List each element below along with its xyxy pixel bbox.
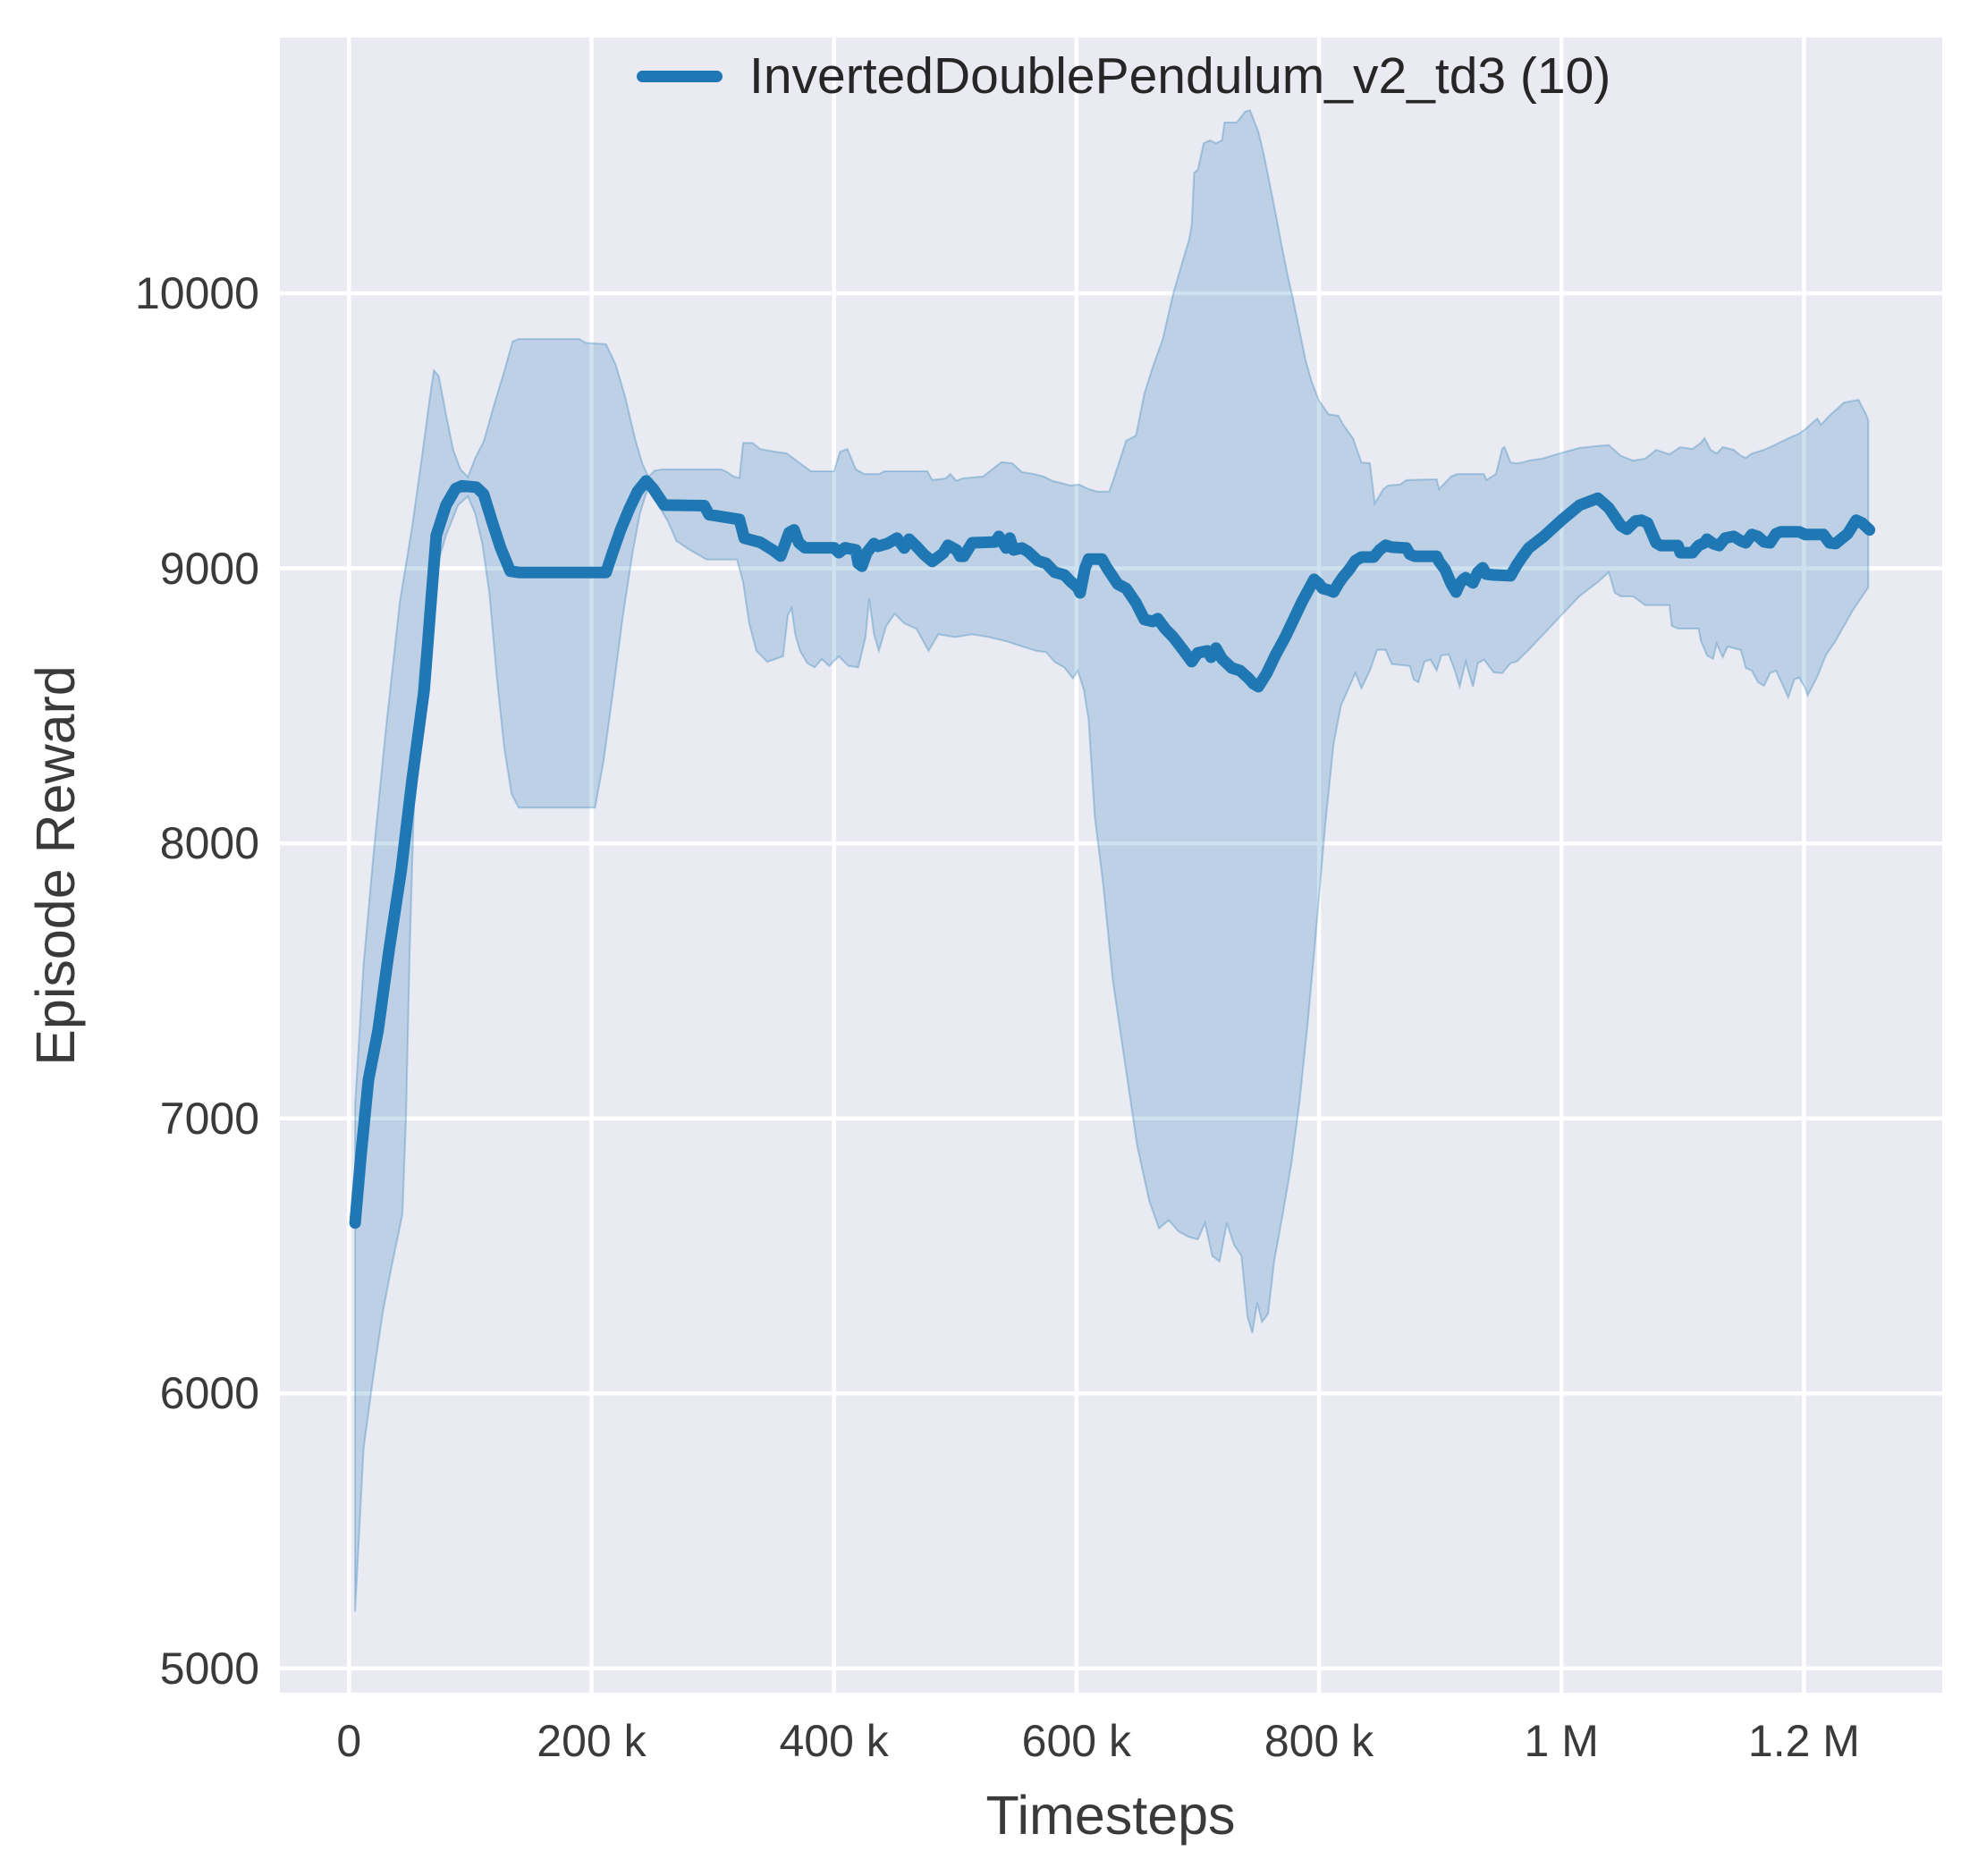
confidence-band [354,108,1870,1612]
y-axis-label: Episode Reward [25,665,86,1066]
y-tick-label: 10000 [134,268,259,319]
x-tick-label: 0 [336,1716,362,1766]
y-tick-label: 6000 [159,1368,259,1419]
x-tick-label: 1.2 M [1747,1716,1860,1766]
y-tick-label: 7000 [159,1093,259,1144]
legend: InvertedDoublePendulum_v2_td3 (10) [637,46,1610,106]
y-tick-label: 8000 [159,818,259,869]
y-tick-label: 5000 [159,1643,259,1694]
legend-line-swatch [637,70,723,82]
plot-background [280,38,1942,1693]
x-tick-label: 200 k [537,1716,647,1766]
legend-label: InvertedDoublePendulum_v2_td3 (10) [749,47,1611,105]
x-axis-label: Timesteps [985,1785,1236,1846]
x-tick-label: 400 k [779,1716,889,1766]
y-tick-label: 9000 [159,543,259,594]
x-tick-label: 800 k [1264,1716,1374,1766]
x-tick-label: 1 M [1524,1716,1599,1766]
x-tick-label: 600 k [1021,1716,1132,1766]
mean-line [349,475,1876,1230]
